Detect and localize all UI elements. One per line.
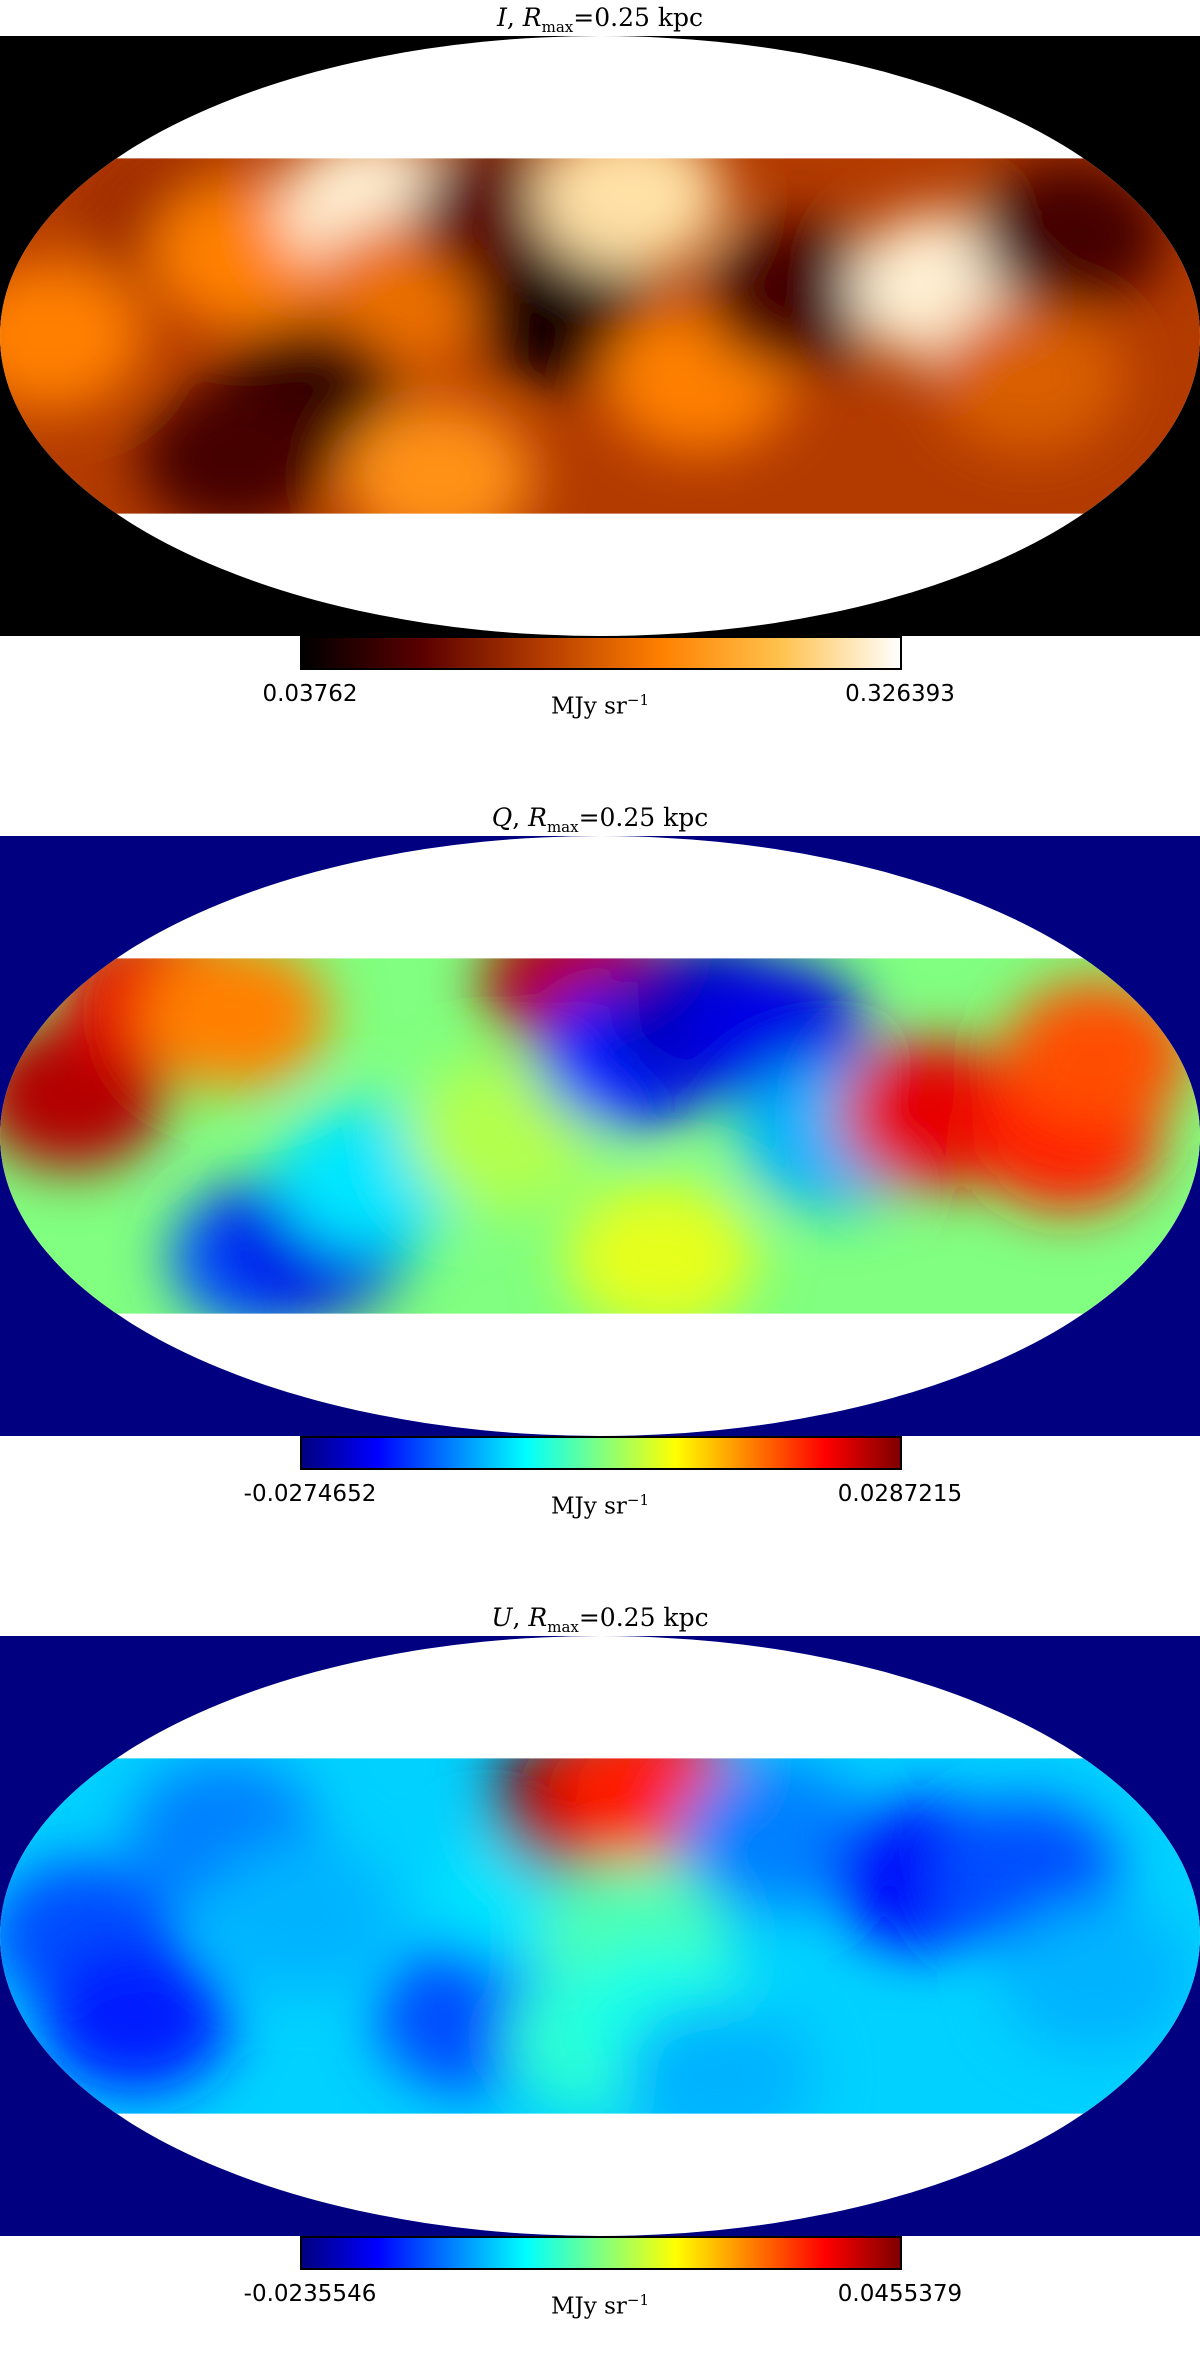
colorbar-max-label: 0.0287215 (837, 1481, 963, 1507)
colorbar-min-label: 0.03762 (262, 681, 358, 707)
intensity-blob (405, 1061, 595, 1211)
title-sub: max (546, 818, 579, 836)
colorbar (300, 636, 902, 670)
intensity-blob (622, 2001, 813, 2114)
intensity-blob (975, 159, 1166, 310)
colorbar-gradient (302, 1438, 900, 1468)
title-sub: max (541, 18, 574, 36)
colorbar-gradient (302, 638, 900, 668)
colorbar (300, 1436, 902, 1470)
sky-map (0, 36, 1200, 636)
panel-title: I, Rmax=0.25 kpc (0, 0, 1200, 36)
title-sep: , (506, 3, 515, 32)
title-value: =0.25 kpc (578, 1603, 709, 1632)
colorbar-unit-label: MJy sr−1 (500, 686, 700, 721)
title-symbol: Q (491, 803, 513, 832)
title-symbol: U (491, 1603, 513, 1632)
intensity-blob (565, 1182, 756, 1314)
title-sep: , (512, 803, 521, 832)
title-sep: , (512, 1603, 521, 1632)
title-sub: max (547, 1618, 579, 1636)
intensity-blob (139, 382, 330, 514)
intensity-blob (1002, 979, 1193, 1130)
panel-title: Q, Rmax=0.25 kpc (0, 800, 1200, 836)
title-r: R (528, 803, 547, 832)
unit-text: MJy sr (551, 1493, 627, 1520)
panel-q: Q, Rmax=0.25 kpc -0.0274652 MJy sr−1 0.0… (0, 800, 1200, 1580)
intensity-blob (534, 158, 725, 271)
intensity-blob (934, 302, 1125, 453)
mapped-band (0, 958, 1200, 1314)
colorbar-unit-label: MJy sr−1 (500, 2286, 700, 2321)
panel-u: U, Rmax=0.25 kpc -0.0235546 MJy sr−1 0.0… (0, 1600, 1200, 2380)
colorbar-min-label: -0.0274652 (243, 1481, 377, 1507)
intensity-blob (139, 958, 330, 1090)
intensity-blob (703, 219, 894, 370)
mapped-band (0, 1758, 1200, 2114)
panel-i: I, Rmax=0.25 kpc 0.03762 MJy sr−1 0.3263… (0, 0, 1200, 780)
colorbar-min-label: -0.0235546 (243, 2281, 377, 2307)
unit-text: MJy sr (551, 2293, 627, 2320)
title-r: R (522, 3, 542, 32)
title-r: R (528, 1603, 548, 1632)
title-symbol: I (497, 3, 507, 32)
colorbar (300, 2236, 902, 2270)
unit-exp: −1 (626, 2291, 649, 2309)
intensity-blob (677, 1759, 868, 1910)
sky-map (0, 836, 1200, 1436)
title-value: =0.25 kpc (578, 803, 709, 832)
mapped-band (0, 158, 1200, 514)
intensity-blob (39, 1942, 230, 2093)
unit-text: MJy sr (551, 693, 627, 720)
colorbar-gradient (302, 2238, 900, 2268)
colorbar-unit-label: MJy sr−1 (500, 1486, 700, 1521)
intensity-blob (343, 401, 534, 514)
intensity-blob (1000, 1902, 1191, 2053)
title-value: =0.25 kpc (573, 3, 703, 32)
unit-exp: −1 (626, 691, 649, 709)
panel-title: U, Rmax=0.25 kpc (0, 1600, 1200, 1636)
intensity-blob (205, 1840, 396, 1991)
unit-exp: −1 (626, 1491, 649, 1509)
sky-map (0, 1636, 1200, 2236)
colorbar-max-label: 0.0455379 (837, 2281, 963, 2307)
colorbar-max-label: 0.326393 (845, 681, 955, 707)
